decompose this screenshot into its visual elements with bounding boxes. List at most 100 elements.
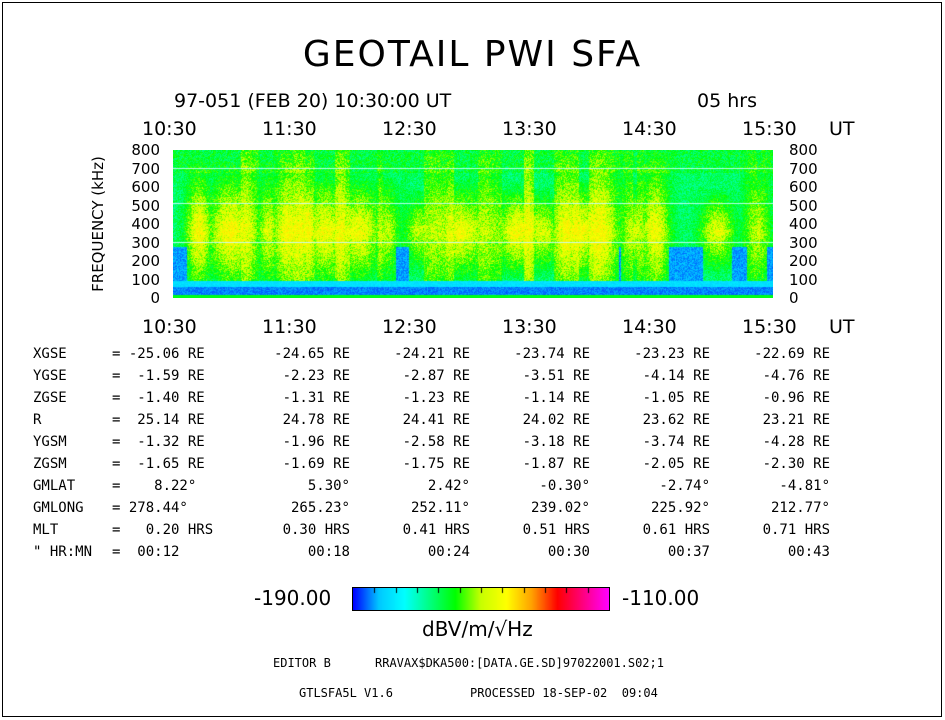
frequency-tick-label: 400 [131, 215, 160, 233]
chart-title: GEOTAIL PWI SFA [302, 34, 643, 75]
colorbar-max-label: -110.00 [622, 586, 700, 610]
ephemeris-value: 24.02 RE [522, 412, 590, 428]
ephemeris-value: 225.92° [650, 500, 710, 516]
ephemeris-value: -1.75 RE [402, 456, 470, 472]
colorbar-min-label: -190.00 [254, 586, 332, 610]
ephemeris-value: -2.05 RE [642, 456, 710, 472]
ephemeris-value: 0.61 HRS [642, 522, 710, 538]
frequency-tick-label: 700 [789, 159, 818, 178]
ephemeris-row-label: ZGSM [33, 456, 67, 472]
ephemeris-row-label: R [33, 412, 42, 428]
ephemeris-value: 00:30 [547, 544, 590, 560]
ephemeris-row-label: " HR:MN [33, 544, 93, 560]
frequency-tick-label: 100 [789, 270, 818, 289]
ephemeris-row-label: YGSE [33, 368, 67, 384]
software-version: GTLSFA5L V1.6 [299, 686, 393, 700]
duration-header: 05 hrs [697, 90, 757, 112]
ephemeris-value: = -25.06 RE [112, 346, 205, 362]
ephemeris-value: = 00:12 [112, 544, 180, 560]
time-tick-label: 10:30 [142, 118, 197, 140]
ephemeris-value: 0.71 HRS [762, 522, 830, 538]
ephemeris-value: -3.51 RE [522, 368, 590, 384]
ephemeris-row-label: MLT [33, 522, 59, 538]
ephemeris-value: = -1.32 RE [112, 434, 205, 450]
ephemeris-value: 265.23° [290, 500, 350, 516]
time-tick-label: 15:30 [742, 316, 797, 338]
frequency-tick-label: 300 [789, 233, 818, 252]
ephemeris-value: 23.21 RE [762, 412, 830, 428]
processed-timestamp: PROCESSED 18-SEP-02 09:04 [470, 686, 658, 700]
ephemeris-value: 24.41 RE [402, 412, 470, 428]
ephemeris-value: = -1.65 RE [112, 456, 205, 472]
ephemeris-value: -3.18 RE [522, 434, 590, 450]
time-tick-label: 13:30 [502, 316, 557, 338]
frequency-tick-label: 200 [131, 252, 160, 270]
ephemeris-value: 00:37 [667, 544, 710, 560]
frequency-tick-label: 100 [131, 270, 160, 289]
ephemeris-value: = 0.20 HRS [112, 522, 214, 538]
ephemeris-value: -2.30 RE [762, 456, 830, 472]
ephemeris-value: -4.28 RE [762, 434, 830, 450]
ephemeris-value: = -1.59 RE [112, 368, 205, 384]
ephemeris-value: -1.14 RE [522, 390, 590, 406]
ephemeris-value: 23.62 RE [642, 412, 710, 428]
ephemeris-value: 00:24 [427, 544, 470, 560]
frequency-tick-label: 0 [150, 289, 160, 307]
frequency-tick-label: 800 [789, 141, 818, 159]
ephemeris-value: = 25.14 RE [112, 412, 205, 428]
time-tick-label: 14:30 [622, 118, 677, 140]
time-tick-label: 10:30 [142, 316, 197, 338]
ephemeris-value: -24.65 RE [274, 346, 350, 362]
ephemeris-value: 00:43 [787, 544, 830, 560]
ephemeris-value: -1.96 RE [282, 434, 350, 450]
time-tick-label: 12:30 [382, 316, 437, 338]
frequency-tick-label: 600 [789, 178, 818, 196]
frequency-tick-label: 700 [131, 159, 160, 178]
ephemeris-row-label: XGSE [33, 346, 67, 362]
ephemeris-value: -0.96 RE [762, 390, 830, 406]
frequency-tick-label: 800 [131, 141, 160, 159]
ephemeris-value: -2.23 RE [282, 368, 350, 384]
ephemeris-value: 0.30 HRS [282, 522, 350, 538]
y-axis-label: FREQUENCY (kHz) [89, 156, 107, 292]
ephemeris-value: -4.76 RE [762, 368, 830, 384]
ephemeris-value: -0.30° [539, 478, 590, 494]
time-tick-label: 11:30 [262, 316, 317, 338]
ephemeris-row-label: GMLAT [33, 478, 76, 494]
ephemeris-value: = 8.22° [112, 478, 197, 494]
ephemeris-value: 2.42° [427, 478, 470, 494]
ephemeris-value: -1.31 RE [282, 390, 350, 406]
time-tick-label: 15:30 [742, 118, 797, 140]
ephemeris-value: -4.81° [779, 478, 830, 494]
ephemeris-value: 239.02° [530, 500, 590, 516]
ephemeris-value: -2.74° [659, 478, 710, 494]
frequency-tick-label: 400 [789, 215, 818, 233]
ephemeris-value: -2.87 RE [402, 368, 470, 384]
ephemeris-value: 252.11° [410, 500, 470, 516]
frequency-tick-label: 500 [789, 196, 818, 215]
frequency-tick-label: 200 [789, 252, 818, 270]
ephemeris-value: -1.69 RE [282, 456, 350, 472]
ephemeris-row-label: GMLONG [33, 500, 84, 516]
ephemeris-value: -3.74 RE [642, 434, 710, 450]
ephemeris-value: -2.58 RE [402, 434, 470, 450]
data-file-path: RRAVAX$DKA500:[DATA.GE.SD]97022001.S02;1 [375, 656, 664, 670]
time-tick-label: 11:30 [262, 118, 317, 140]
ephemeris-value: = -1.40 RE [112, 390, 205, 406]
ephemeris-value: 0.41 HRS [402, 522, 470, 538]
colorbar [352, 587, 610, 611]
frequency-tick-label: 300 [131, 233, 160, 252]
date-time-header: 97-051 (FEB 20) 10:30:00 UT [174, 90, 452, 112]
colorbar-unit: dBV/m/√Hz [422, 617, 533, 641]
ephemeris-value: 5.30° [307, 478, 350, 494]
ephemeris-value: 0.51 HRS [522, 522, 590, 538]
top-ut-unit: UT [829, 118, 855, 140]
ephemeris-value: 00:18 [307, 544, 350, 560]
frequency-tick-label: 600 [131, 178, 160, 196]
ephemeris-value: 212.77° [770, 500, 830, 516]
ephemeris-value: -1.05 RE [642, 390, 710, 406]
time-tick-label: 12:30 [382, 118, 437, 140]
editor-label: EDITOR B [273, 656, 331, 670]
ephemeris-value: -4.14 RE [642, 368, 710, 384]
